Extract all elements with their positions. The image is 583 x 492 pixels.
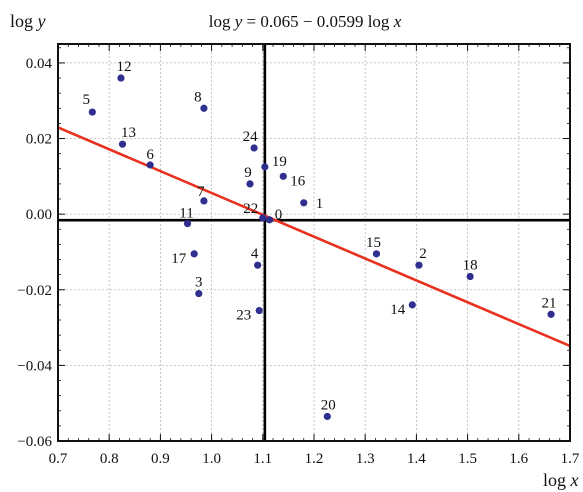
data-point	[300, 199, 308, 207]
point-label: 2	[419, 246, 427, 262]
data-point	[372, 250, 381, 258]
point-label: 13	[121, 125, 136, 141]
point-label: 18	[463, 258, 478, 274]
data-point	[415, 261, 423, 269]
data-point	[265, 216, 274, 224]
data-point	[466, 272, 474, 281]
point-label: 17	[171, 251, 187, 267]
data-point	[118, 140, 127, 148]
point-label: 19	[272, 154, 287, 170]
point-label: 4	[251, 246, 259, 262]
data-point	[261, 163, 269, 171]
point-label: 5	[83, 92, 91, 108]
point-label: 8	[194, 89, 202, 105]
data-point	[88, 108, 96, 116]
y-axis-label: log y	[10, 11, 46, 31]
data-point	[255, 306, 263, 315]
data-points	[88, 74, 555, 421]
plot-frame	[57, 43, 571, 442]
x-tick-label: 1.0	[202, 451, 221, 467]
chart-title: log y = 0.065 − 0.0599 log x	[209, 12, 402, 31]
y-tick-label: 0.00	[26, 207, 52, 223]
x-tick-label: 1.7	[561, 451, 580, 467]
point-label: 22	[243, 201, 258, 217]
x-tick-label: 1.2	[305, 451, 324, 467]
x-tick-label: 0.8	[100, 451, 119, 467]
data-point	[250, 144, 258, 152]
data-point	[254, 261, 262, 269]
data-point	[408, 301, 416, 309]
point-label: 6	[146, 147, 154, 163]
point-label: 21	[542, 295, 557, 311]
data-point	[183, 219, 192, 228]
x-tick-label: 1.4	[407, 451, 426, 467]
point-label: 9	[244, 165, 252, 181]
y-tick-label: −0.02	[17, 283, 52, 299]
point-label: 23	[236, 308, 251, 324]
point-label: 16	[290, 173, 306, 189]
data-point	[323, 412, 331, 421]
fit-line-group	[57, 126, 571, 348]
y-tick-label: −0.06	[17, 434, 52, 450]
data-point	[547, 310, 555, 318]
point-label: 12	[116, 59, 131, 75]
point-label: 3	[195, 275, 203, 291]
point-label: 7	[197, 184, 205, 200]
point-label: 15	[366, 235, 381, 251]
data-point	[200, 197, 208, 205]
y-tick-label: 0.04	[26, 56, 53, 72]
point-label: 0	[275, 207, 283, 223]
x-tick-label: 1.1	[253, 451, 272, 467]
data-point	[146, 161, 154, 169]
x-tick-label: 1.6	[509, 451, 528, 467]
y-tick-labels: −0.06 −0.04 −0.02 0.00 0.02 0.04	[17, 56, 52, 450]
data-point	[246, 180, 254, 188]
point-label: 24	[243, 129, 259, 145]
data-point	[259, 214, 267, 222]
reference-lines	[58, 44, 570, 441]
x-axis-label: log x	[543, 470, 579, 490]
data-point	[190, 250, 198, 258]
x-tick-label: 0.9	[151, 451, 170, 467]
x-tick-labels: 0.7 0.8 0.9 1.0 1.1 1.2 1.3 1.4 1.5 1.6 1.7	[49, 451, 580, 467]
point-label: 20	[321, 397, 336, 413]
data-point	[200, 104, 208, 112]
data-point	[279, 172, 287, 180]
point-label: 11	[179, 206, 193, 222]
x-tick-label: 1.3	[356, 451, 375, 467]
y-tick-label: −0.04	[17, 358, 52, 374]
x-tick-label: 0.7	[49, 451, 68, 467]
y-tick-label: 0.02	[26, 132, 52, 148]
point-label: 14	[390, 302, 406, 318]
data-point	[117, 74, 125, 82]
point-label: 1	[316, 196, 324, 212]
data-point	[195, 289, 203, 298]
regression-line	[57, 126, 571, 348]
x-tick-label: 1.5	[458, 451, 477, 467]
grid	[57, 44, 571, 442]
